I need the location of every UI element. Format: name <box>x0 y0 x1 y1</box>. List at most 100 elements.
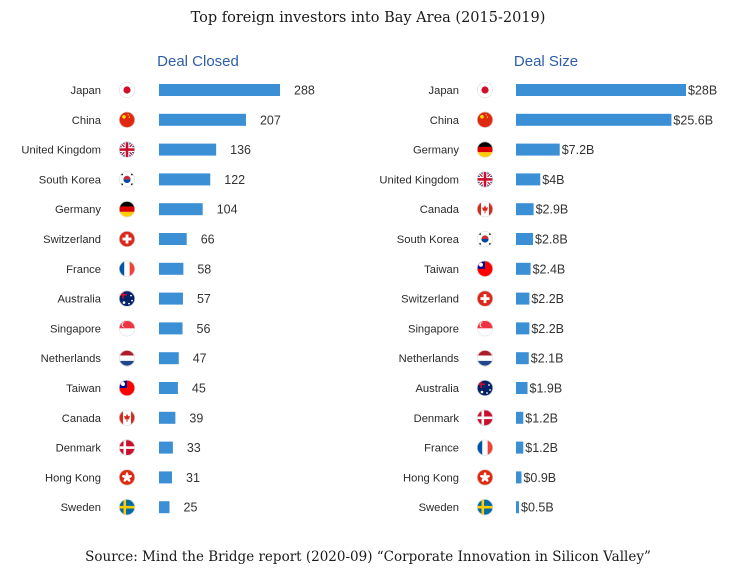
category-label: Taiwan <box>424 264 459 276</box>
hong-kong-flag-icon <box>119 469 136 486</box>
bar-row: Switzerland 66 <box>43 231 215 248</box>
category-label: United Kingdom <box>21 145 101 157</box>
panel-deal-closed: Deal Closed Japan 288 China 207 United Kingdo… <box>21 53 315 516</box>
bar-row: United Kingdom 136 <box>21 141 251 158</box>
bar-row: China 207 <box>72 111 281 128</box>
bar-row: France $1.2B <box>424 439 558 456</box>
bar-row: France 58 <box>66 260 211 277</box>
bar-row: Hong Kong $0.9B <box>403 469 556 486</box>
value-label: 207 <box>260 113 281 127</box>
source-note: Source: Mind the Bridge report (2020-09)… <box>85 549 651 565</box>
panel-title: Deal Closed <box>157 53 239 70</box>
value-label: $2.2B <box>531 292 564 306</box>
bar-row: Sweden 25 <box>61 499 197 516</box>
germany-flag-icon <box>476 141 493 158</box>
bar <box>516 441 524 454</box>
bar <box>159 471 173 484</box>
bar-row: Australia 57 <box>57 290 211 307</box>
category-label: Australia <box>415 383 459 395</box>
bar-row: South Korea 122 <box>39 171 245 188</box>
category-label: South Korea <box>39 174 102 186</box>
value-label: $0.9B <box>523 471 556 485</box>
bar-row: Sweden $0.5B <box>419 499 554 516</box>
bar-row: Australia $1.9B <box>415 379 562 396</box>
bar <box>516 292 530 305</box>
value-label: $1.2B <box>525 441 558 455</box>
bar-row: Taiwan $2.4B <box>424 260 565 277</box>
value-label: 66 <box>201 233 215 247</box>
japan-flag-icon <box>119 82 136 99</box>
category-label: France <box>66 264 101 276</box>
bar <box>516 262 531 275</box>
category-label: Australia <box>57 294 101 306</box>
category-label: Germany <box>413 145 459 157</box>
bar-row: Denmark $1.2B <box>414 409 558 426</box>
bar-row: Taiwan 45 <box>66 379 206 396</box>
value-label: $2.1B <box>531 352 564 366</box>
china-flag-icon <box>119 111 136 128</box>
value-label: 58 <box>197 262 211 276</box>
value-label: 47 <box>193 352 207 366</box>
category-label: Netherlands <box>399 353 460 365</box>
category-label: Denmark <box>414 413 460 425</box>
category-label: Denmark <box>56 443 102 455</box>
category-label: Japan <box>429 85 459 97</box>
bar-row: Singapore 56 <box>50 320 211 337</box>
value-label: $2.9B <box>536 203 569 217</box>
switzerland-flag-icon <box>119 231 136 248</box>
category-label: United Kingdom <box>379 174 459 186</box>
bar <box>516 143 560 156</box>
taiwan-flag-icon <box>119 379 136 396</box>
value-label: 31 <box>186 471 200 485</box>
panel-title: Deal Size <box>514 53 578 70</box>
bar <box>159 143 217 156</box>
bar-row: Canada 39 <box>62 409 203 426</box>
bar <box>159 173 211 186</box>
category-label: Canada <box>62 413 102 425</box>
value-label: 288 <box>294 84 315 98</box>
value-label: 45 <box>192 382 206 396</box>
bar-row: United Kingdom $4B <box>379 171 565 188</box>
category-label: Canada <box>420 204 460 216</box>
value-label: $2.8B <box>535 233 568 247</box>
south-korea-flag-icon <box>119 171 136 188</box>
japan-flag-icon <box>476 82 493 99</box>
bar <box>516 233 533 245</box>
bar <box>159 322 183 335</box>
category-label: Taiwan <box>66 383 101 395</box>
singapore-flag-icon <box>119 320 136 337</box>
netherlands-flag-icon <box>119 350 136 367</box>
canada-flag-icon <box>119 409 136 426</box>
canada-flag-icon <box>476 201 493 218</box>
value-label: $0.5B <box>521 501 554 515</box>
bar <box>516 113 672 126</box>
category-label: Singapore <box>50 323 101 335</box>
bar <box>516 471 522 484</box>
value-label: $7.2B <box>562 143 595 157</box>
value-label: 56 <box>197 322 211 336</box>
category-label: Japan <box>71 85 101 97</box>
bar <box>516 84 686 96</box>
bar-row: Switzerland $2.2B <box>401 290 564 307</box>
switzerland-flag-icon <box>476 290 493 307</box>
sweden-flag-icon <box>119 499 136 516</box>
category-label: Sweden <box>61 502 101 514</box>
bar-row: Denmark 33 <box>56 439 201 456</box>
bar-row: Netherlands $2.1B <box>399 350 564 367</box>
category-label: Hong Kong <box>45 472 101 484</box>
uk-flag-icon <box>476 171 493 188</box>
bar-row: Hong Kong 31 <box>45 469 200 486</box>
bar-row: Germany 104 <box>55 201 238 218</box>
bar <box>159 441 173 454</box>
value-label: $28B <box>688 84 717 98</box>
bar <box>159 84 280 96</box>
category-label: Germany <box>55 204 101 216</box>
bar <box>516 382 528 394</box>
singapore-flag-icon <box>476 320 493 337</box>
france-flag-icon <box>476 439 493 456</box>
panel-deal-size: Deal Size Japan $28B China $25.6B Germany $7.2… <box>379 53 717 516</box>
category-label: China <box>72 115 102 127</box>
uk-flag-icon <box>119 141 136 158</box>
bar <box>516 322 530 335</box>
